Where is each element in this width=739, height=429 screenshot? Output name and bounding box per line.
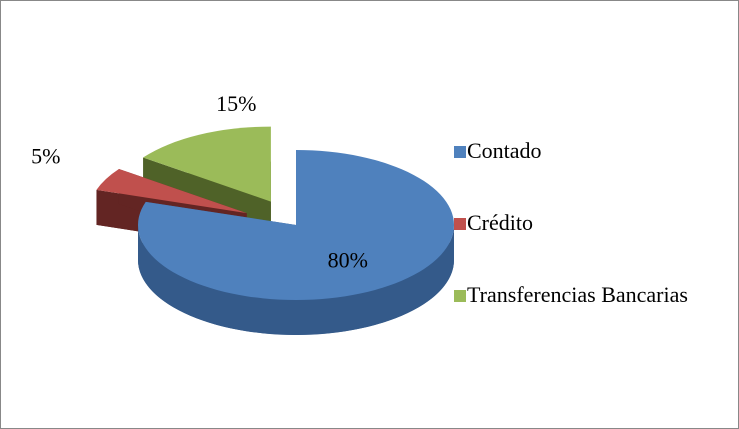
legend-swatch — [454, 218, 466, 230]
legend-label: Crédito — [467, 210, 533, 235]
data-label: 5% — [31, 144, 60, 169]
legend-label: Contado — [467, 138, 542, 163]
legend: Contado Crédito Transferencias Bancarias — [454, 138, 688, 307]
data-label: 80% — [328, 247, 368, 272]
slice — [96, 168, 247, 214]
data-label: 15% — [216, 91, 256, 116]
legend-swatch — [454, 290, 466, 302]
slice-side — [138, 225, 454, 335]
legend-label: Transferencias Bancarias — [467, 282, 688, 307]
slice — [138, 150, 454, 300]
pie: 80% 5% 15% — [31, 91, 454, 335]
slice — [143, 126, 271, 202]
legend-swatch — [454, 146, 466, 158]
